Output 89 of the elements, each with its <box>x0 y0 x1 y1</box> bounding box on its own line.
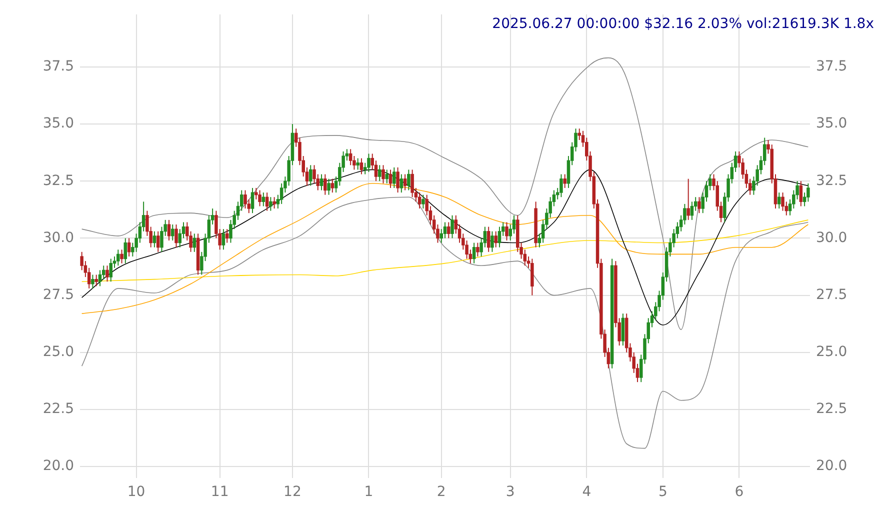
candlestick <box>91 274 94 289</box>
candlestick <box>494 230 498 248</box>
candlestick <box>400 174 404 194</box>
x-tick-label: 4 <box>582 484 592 500</box>
candlestick <box>330 178 334 194</box>
candlestick <box>269 196 272 212</box>
candlestick <box>367 153 370 172</box>
candlestick <box>308 164 312 186</box>
candlestick <box>116 249 120 266</box>
candlestick <box>498 226 502 248</box>
candlestick <box>152 230 156 248</box>
line-series <box>81 57 809 330</box>
x-tick-label: 3 <box>506 484 515 500</box>
candlestick <box>422 194 425 210</box>
x-tick-label: 2 <box>436 484 446 500</box>
x-tick-label: 5 <box>658 484 668 500</box>
x-tick-label: 6 <box>734 484 744 500</box>
candlestick <box>403 174 407 191</box>
chart-title: 2025.06.27 00:00:00 $32.16 2.03% vol:21619.3K 1.8x <box>492 16 874 32</box>
candlestick <box>392 166 396 188</box>
candlestick <box>378 164 382 182</box>
x-tick-label: 10 <box>127 484 146 500</box>
candlestick <box>327 178 330 196</box>
candlestick <box>778 192 781 210</box>
candlestick <box>258 190 262 207</box>
candlestick <box>356 158 360 170</box>
candlestick <box>250 187 254 214</box>
candlestick <box>450 214 454 239</box>
candlestick <box>348 148 352 166</box>
candlestick <box>443 222 447 239</box>
candlestick <box>382 164 385 184</box>
candlestick <box>447 222 450 239</box>
candlestick <box>324 174 327 196</box>
candlestick <box>244 190 247 210</box>
candlestick <box>418 192 422 210</box>
candlestick <box>560 174 563 198</box>
candlestick <box>396 166 400 194</box>
candlestick <box>170 224 174 241</box>
y-tick-label: 22.5 <box>42 401 74 418</box>
y2-tick-label: 25.0 <box>816 344 848 360</box>
candlestick <box>120 249 124 264</box>
candlestick <box>799 180 803 207</box>
candlestick <box>124 238 128 264</box>
y2-tick-label: 35.0 <box>816 116 848 132</box>
candlestick <box>505 222 508 241</box>
y2-tick-label: 27.5 <box>816 286 848 303</box>
candlestick <box>272 196 276 210</box>
candlestick <box>222 228 226 250</box>
candlestick <box>490 230 494 252</box>
x-tick-label: 1 <box>364 484 374 500</box>
y2-tick-label: 30.0 <box>816 230 848 246</box>
candlestick <box>781 192 784 212</box>
candlestick <box>247 198 251 214</box>
x-tick-label: 12 <box>284 484 302 500</box>
candlestick <box>563 174 566 188</box>
candlestick <box>410 169 414 198</box>
y2-tick-label: 32.5 <box>816 172 848 189</box>
candlestick <box>98 270 102 287</box>
candlestick <box>320 174 324 191</box>
candlestick <box>94 274 98 287</box>
y2-tick-label: 20.0 <box>816 458 848 474</box>
y-tick-label: 32.5 <box>42 172 74 189</box>
line-series <box>81 182 809 314</box>
line-series <box>81 196 809 449</box>
candlestick <box>486 226 490 252</box>
y-tick-label: 25.0 <box>42 344 74 360</box>
candlestick <box>698 196 701 214</box>
line-series <box>81 220 809 282</box>
x-tick-label: 11 <box>210 484 229 500</box>
candlestick <box>686 178 690 220</box>
candlestick <box>174 224 178 248</box>
candlestick <box>106 265 109 282</box>
y-tick-label: 37.5 <box>42 58 74 75</box>
candlestick <box>167 219 171 241</box>
candlestick <box>156 230 160 252</box>
y2-tick-label: 22.5 <box>816 401 848 418</box>
y-tick-label: 20.0 <box>42 458 74 474</box>
candlestick <box>472 242 476 264</box>
candlestick <box>806 182 810 202</box>
candlestick <box>360 158 364 175</box>
candlestick <box>621 313 625 346</box>
candlestick <box>476 242 480 257</box>
y-tick-label: 27.5 <box>42 286 74 303</box>
candlestick <box>407 169 410 191</box>
candlestick <box>109 258 112 282</box>
y-tick-label: 35.0 <box>42 116 74 132</box>
candlestick <box>530 258 534 296</box>
y-tick-label: 30.0 <box>42 230 74 246</box>
y2-tick-label: 37.5 <box>816 58 848 75</box>
